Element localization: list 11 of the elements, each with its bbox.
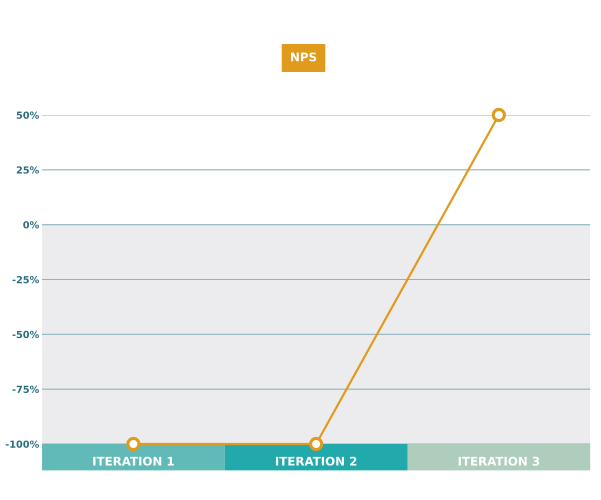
y-tick-label: 50%	[16, 111, 39, 119]
y-tick-label: -50%	[12, 330, 39, 338]
y-tick-label: -100%	[6, 440, 39, 448]
y-tick-label: 0%	[23, 221, 39, 228]
y-tick-label: -25%	[12, 276, 39, 284]
text: NPS	[291, 52, 316, 62]
x-tick-label: ITERATION 1	[93, 456, 174, 466]
x-tick-label: ITERATION 2	[276, 456, 356, 466]
x-tick-label: ITERATION 3	[458, 456, 540, 466]
y-tick-label: -75%	[12, 386, 39, 393]
y-tick-label: 25%	[16, 166, 39, 174]
